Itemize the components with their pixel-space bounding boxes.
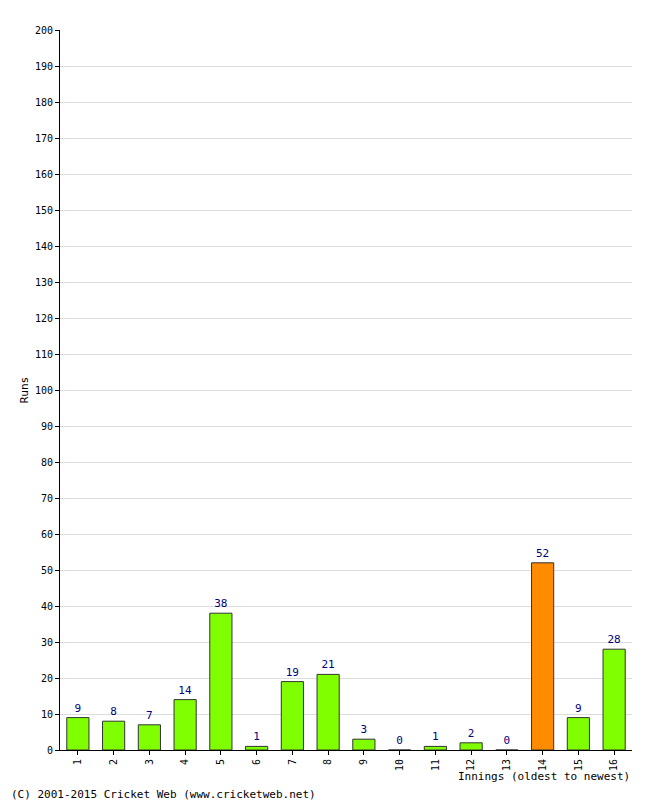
svg-text:15: 15 [573,759,584,771]
svg-text:2: 2 [108,759,119,765]
svg-text:38: 38 [214,597,227,610]
svg-text:5: 5 [215,759,226,765]
svg-text:9: 9 [575,702,582,715]
svg-text:8: 8 [322,759,333,765]
svg-text:140: 140 [35,241,53,252]
svg-text:0: 0 [504,734,511,747]
svg-text:7: 7 [287,759,298,765]
svg-text:130: 130 [35,277,53,288]
svg-text:0: 0 [396,734,403,747]
svg-text:11: 11 [430,759,441,771]
svg-text:90: 90 [41,421,53,432]
svg-text:80: 80 [41,457,53,468]
svg-text:180: 180 [35,97,53,108]
svg-text:4: 4 [179,759,190,765]
svg-text:30: 30 [41,637,53,648]
svg-text:6: 6 [251,759,262,765]
svg-text:16: 16 [608,759,619,771]
svg-text:10: 10 [394,759,405,771]
svg-text:60: 60 [41,529,53,540]
svg-text:20: 20 [41,673,53,684]
svg-text:150: 150 [35,205,53,216]
svg-text:9: 9 [75,702,82,715]
svg-text:1: 1 [72,759,83,765]
svg-text:52: 52 [536,547,549,560]
svg-text:3: 3 [361,723,368,736]
svg-text:12: 12 [465,759,476,771]
svg-text:28: 28 [608,633,621,646]
svg-text:Runs: Runs [18,377,31,404]
svg-text:(C) 2001-2015 Cricket Web (www: (C) 2001-2015 Cricket Web (www.cricketwe… [11,788,316,800]
svg-text:7: 7 [146,709,153,722]
svg-text:100: 100 [35,385,53,396]
svg-text:1: 1 [432,730,439,743]
svg-text:1: 1 [253,730,260,743]
svg-text:Innings (oldest to newest): Innings (oldest to newest) [458,770,630,783]
svg-text:8: 8 [110,705,117,718]
svg-text:21: 21 [322,658,335,671]
svg-text:10: 10 [41,709,53,720]
svg-text:14: 14 [537,759,548,771]
svg-text:19: 19 [286,666,299,679]
svg-text:120: 120 [35,313,53,324]
svg-text:14: 14 [178,684,192,697]
svg-text:0: 0 [47,745,53,756]
svg-text:200: 200 [35,25,53,36]
svg-text:13: 13 [501,759,512,771]
svg-text:40: 40 [41,601,53,612]
svg-text:70: 70 [41,493,53,504]
svg-text:2: 2 [468,727,475,740]
svg-text:190: 190 [35,61,53,72]
svg-text:160: 160 [35,169,53,180]
svg-text:9: 9 [358,759,369,765]
svg-text:170: 170 [35,133,53,144]
svg-text:110: 110 [35,349,53,360]
svg-text:3: 3 [144,759,155,765]
svg-text:50: 50 [41,565,53,576]
